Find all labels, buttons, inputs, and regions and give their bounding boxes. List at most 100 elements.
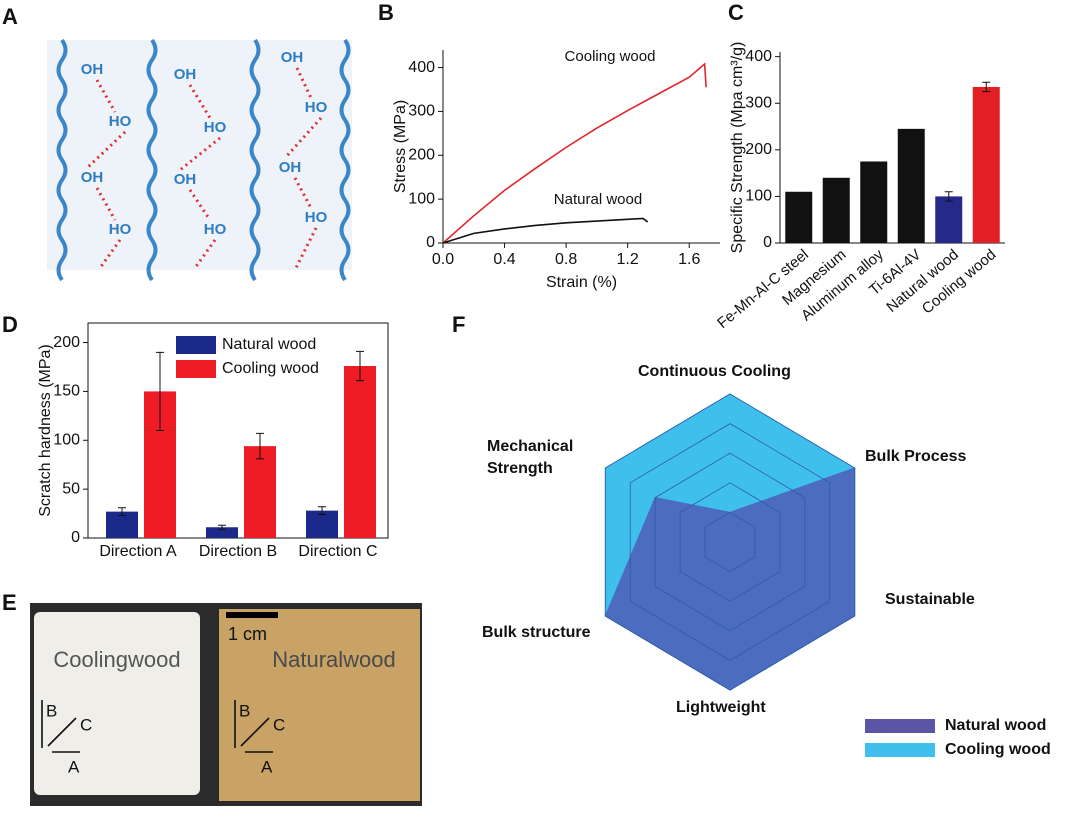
panel-label: E	[2, 590, 17, 615]
hydrogen-bond	[294, 227, 318, 269]
bar	[972, 86, 1000, 243]
legend-label: Cooling wood	[945, 741, 1051, 758]
hydroxyl-label: OH	[174, 66, 197, 83]
panel-label: B	[378, 0, 394, 25]
hydrogen-bond	[85, 130, 127, 170]
bar	[860, 161, 888, 243]
x-tick-label: 1.6	[678, 251, 700, 268]
radar-grid	[679, 482, 781, 602]
y-tick-label: 400	[745, 48, 772, 65]
x-tick-label: 0.8	[555, 251, 577, 268]
legend-swatch	[865, 719, 935, 733]
sample-label: Coolingwood	[53, 647, 180, 672]
y-tick-label: 150	[53, 383, 80, 400]
panel-label: D	[2, 312, 18, 337]
direction-label: A	[68, 757, 80, 776]
direction-label: B	[46, 701, 57, 720]
y-axis-label: Stress (MPa)	[392, 100, 409, 193]
x-tick-label: Direction A	[99, 543, 177, 560]
radar-grid	[704, 511, 756, 573]
error-bar	[218, 524, 226, 530]
stress-curve	[442, 62, 707, 244]
panel-label: C	[728, 0, 744, 25]
radar-axis-label: Lightweight	[676, 699, 766, 716]
hydrogen-bond	[188, 189, 212, 221]
hydroxyl-label: HO	[204, 221, 227, 238]
hydroxyl-label: OH	[281, 49, 304, 66]
stress-curve	[442, 217, 649, 244]
hydroxyl-label: OH	[81, 61, 104, 78]
y-tick-label: 0	[426, 234, 435, 251]
radar-axis-label: Mechanical Strength	[487, 438, 574, 477]
plot-frame	[87, 322, 389, 539]
x-tick-label: 0.0	[432, 251, 454, 268]
y-tick-label: 100	[408, 190, 435, 207]
y-tick-label: 300	[408, 103, 435, 120]
cellulose-chain	[339, 38, 351, 282]
bar	[785, 191, 813, 243]
radar-axis-label: Bulk structure	[482, 624, 591, 641]
y-tick-label: 100	[53, 431, 80, 448]
axes	[779, 52, 1005, 244]
y-tick-label: 50	[62, 480, 80, 497]
error-bar	[256, 432, 264, 460]
legend-label: Cooling wood	[222, 360, 319, 377]
direction-label: C	[273, 715, 285, 734]
scale-bar	[226, 612, 278, 618]
hydrogen-bond	[95, 187, 117, 221]
legend-swatch	[865, 743, 935, 757]
x-tick-label: Direction B	[199, 543, 277, 560]
radar-axis-label: Bulk Process	[865, 448, 967, 465]
cellulose-chain	[249, 38, 261, 282]
y-tick-label: 0	[71, 529, 80, 546]
error-bar	[982, 81, 991, 93]
radar-grid	[654, 452, 806, 632]
y-tick-label: 100	[745, 188, 772, 205]
panel-label: F	[452, 312, 465, 337]
y-tick-label: 200	[53, 334, 80, 351]
bar	[935, 196, 963, 243]
cooling-wood-sample	[34, 612, 200, 795]
direction-arrows	[41, 700, 80, 753]
bar	[822, 177, 850, 243]
y-tick-label: 200	[745, 141, 772, 158]
legend-label: Natural wood	[945, 717, 1047, 734]
natural-wood-sample	[219, 609, 420, 801]
hydroxyl-label: OH	[81, 169, 104, 186]
hydroxyl-label: OH	[174, 171, 197, 188]
bar	[306, 510, 338, 538]
legend-swatch	[176, 360, 216, 378]
error-bar	[118, 507, 126, 517]
hydroxyl-label: OH	[279, 159, 302, 176]
bar	[206, 527, 238, 538]
direction-label: A	[261, 757, 273, 776]
error-bar	[356, 350, 364, 382]
bar	[897, 128, 925, 243]
y-axis-label: Specific Strength (Mpa cm³/g)	[729, 42, 746, 254]
error-bar	[318, 506, 326, 516]
y-tick-label: 0	[763, 234, 772, 251]
legend-label: Natural wood	[222, 336, 316, 353]
y-tick-label: 400	[408, 59, 435, 76]
sample-label: Naturalwood	[272, 647, 396, 672]
radar-grid	[604, 393, 856, 691]
curve-annotation: Natural wood	[554, 191, 642, 208]
direction-label: C	[80, 715, 92, 734]
x-axis-label: Strain (%)	[546, 274, 617, 291]
curve-annotation: Cooling wood	[565, 48, 656, 65]
direction-arrows	[234, 700, 273, 753]
panel-label: A	[2, 4, 18, 29]
axes	[442, 50, 720, 244]
y-tick-label: 300	[745, 94, 772, 111]
cellulose-chain	[146, 38, 158, 282]
diagram-background	[47, 40, 352, 270]
radar-grid	[629, 423, 831, 661]
hydroxyl-label: HO	[204, 119, 227, 136]
y-tick-label: 200	[408, 146, 435, 163]
hydrogen-bond	[179, 136, 221, 172]
cellulose-chain	[56, 38, 68, 282]
scale-label: 1 cm	[228, 624, 267, 644]
legend-swatch	[176, 336, 216, 354]
hydroxyl-label: HO	[109, 113, 132, 130]
